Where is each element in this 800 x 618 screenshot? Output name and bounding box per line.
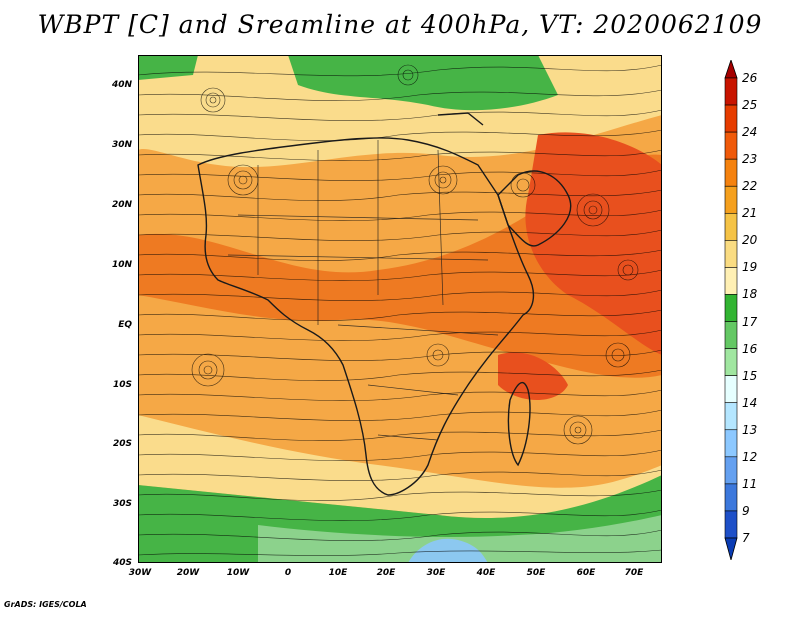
lat-label-10s: 10S [112,380,132,390]
colorbar-segment [724,294,738,322]
colorbar-segment [724,212,738,241]
colorbar-label: 17 [742,314,758,329]
lon-label-60e: 60E [576,568,596,578]
colorbar-label: 16 [742,341,758,356]
lat-label-30s: 30S [112,499,132,509]
lon-label-50e: 50E [526,568,546,578]
lat-label-20s: 20S [112,439,132,449]
coastlines [197,112,572,496]
lon-label-30e: 30E [426,568,446,578]
wbpt-north-green [288,55,558,111]
lat-label-eq: EQ [118,320,132,330]
lon-label-0: 0 [284,568,292,578]
colorbar-segment [724,158,738,187]
colorbar-segment [724,321,738,349]
lon-label-10e: 10E [328,568,348,578]
colorbar-segment [724,185,738,214]
colorbar-segment [724,267,738,295]
colorbar-label: 14 [742,395,758,410]
colorbar-label: 23 [742,152,758,167]
colorbar-label: 11 [742,476,758,491]
lon-label-20w: 20W [176,568,200,578]
colorbar-label: 20 [742,233,758,248]
colorbar-bottom-arrow [724,537,738,560]
lon-label-40e: 40E [476,568,496,578]
colorbar-label: 26 [742,71,758,85]
colorbar-label: 22 [742,179,758,194]
colorbar-segment [724,456,738,485]
colorbar-segment [724,375,738,404]
colorbar-segment [724,240,738,268]
colorbar-label: 15 [742,368,758,383]
colorbar-label: 25 [742,98,758,113]
colorbar-segment [724,510,738,539]
wbpt-central-warm [138,154,662,378]
colorbar-label: 13 [742,422,758,437]
colorbar-segment [724,483,738,512]
lon-label-20e: 20E [376,568,396,578]
colorbar-segment [724,402,738,431]
colorbar-top-arrow [724,60,738,79]
lat-label-10n: 10N [111,260,132,270]
lat-label-20n: 20N [111,200,132,210]
chart-title: WBPT [C] and Sreamline at 400hPa, VT: 20… [37,10,763,39]
streamlines [138,64,662,556]
colorbar-label: 21 [742,206,758,221]
map-border [138,55,662,563]
colorbar-label: 24 [742,125,758,140]
colorbar-segment [724,104,738,133]
colorbar-label: 18 [742,287,758,302]
colorbar-segment [724,77,738,106]
wbpt-south-yellow [138,415,662,519]
colorbar-segment [724,131,738,160]
colorbar-label: 7 [742,531,750,545]
lon-label-10w: 10W [226,568,250,578]
colorbar-label: 19 [742,260,758,275]
lat-label-30n: 30N [111,140,132,150]
colorbar-segment [724,348,738,376]
wbpt-east-hot [525,132,662,355]
wbpt-south-lightgreen [258,515,662,563]
lat-label-40n: 40N [111,80,132,90]
colorbar-label: 12 [742,449,758,464]
lat-label-40s: 40S [112,558,132,568]
country-borders [227,140,499,441]
lon-label-30w: 30W [128,568,152,578]
colorbar-segment [724,429,738,458]
map-panel [138,55,662,563]
colorbar-label: 9 [742,503,750,518]
grads-credit: GrADS: IGES/COLA [4,600,87,609]
colorbar [724,60,738,560]
lon-label-70e: 70E [624,568,644,578]
wbpt-south-blue [408,538,488,563]
